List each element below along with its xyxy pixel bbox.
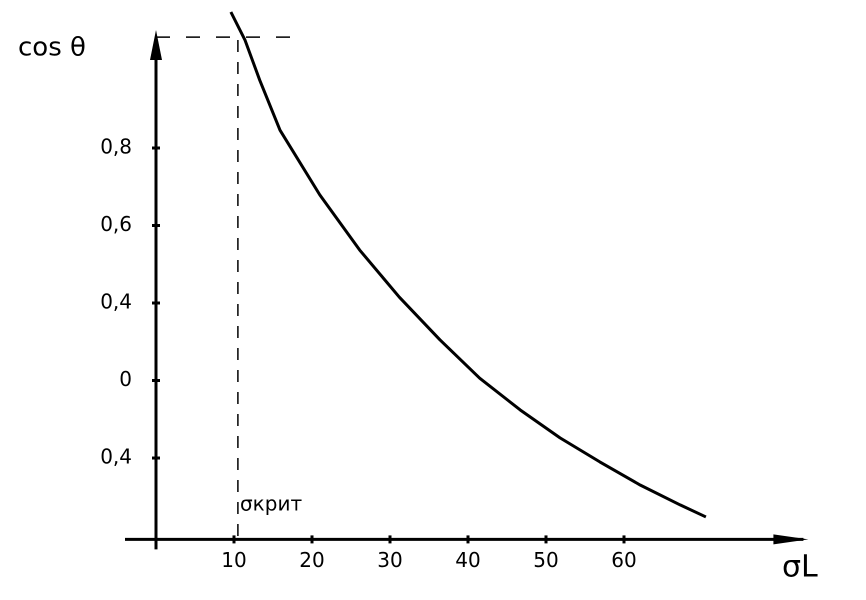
y-tick-label: 0,6 xyxy=(100,212,132,236)
x-tick-label: 40 xyxy=(455,548,480,572)
x-tick-label: 30 xyxy=(377,548,402,572)
x-axis-label: σL xyxy=(782,550,818,585)
x-axis-arrow xyxy=(773,534,809,545)
y-tick-label: 0,8 xyxy=(100,135,132,159)
annotation: σкрит xyxy=(240,492,302,516)
y-axis-arrow xyxy=(150,30,162,60)
x-tick-label: 10 xyxy=(221,548,246,572)
y-tick-label: 0,4 xyxy=(100,290,132,314)
y-tick-label: 0,4 xyxy=(100,445,132,469)
x-tick-label: 60 xyxy=(611,548,636,572)
x-tick-label: 50 xyxy=(533,548,558,572)
x-tick-label: 20 xyxy=(299,548,324,572)
y-tick-label: 0 xyxy=(119,367,132,391)
y-axis-label: cos θ xyxy=(18,33,86,63)
curve xyxy=(229,11,707,519)
